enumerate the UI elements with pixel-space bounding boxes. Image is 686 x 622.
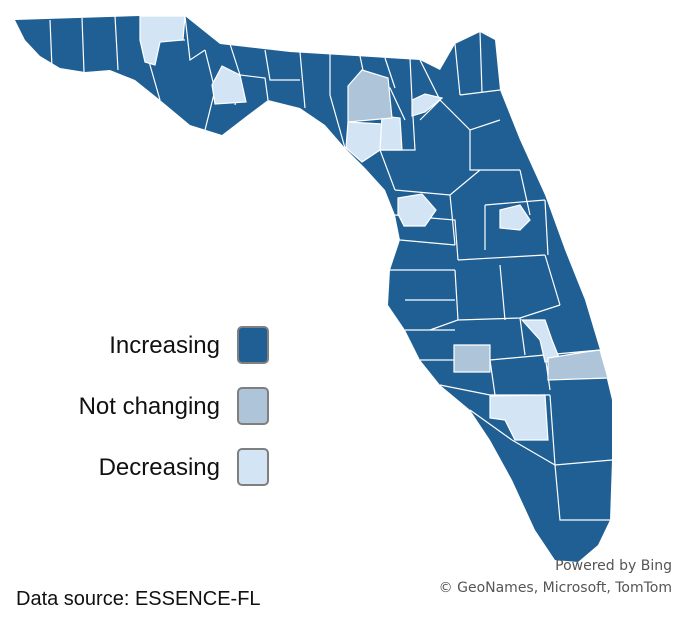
legend-item-not-changing: Not changing	[0, 387, 280, 431]
legend-label-not-changing: Not changing	[78, 393, 220, 420]
decreasing-counties	[139, 15, 561, 441]
county-not-changing	[347, 69, 393, 123]
county-decreasing	[379, 115, 403, 151]
powered-by-bing: Powered by Bing	[555, 558, 672, 574]
legend-label-decreasing: Decreasing	[98, 454, 220, 481]
legend-item-increasing: Increasing	[0, 326, 280, 370]
data-source-note: Data source: ESSENCE-FL	[16, 588, 261, 610]
not-changing-counties	[347, 69, 609, 381]
county-decreasing	[411, 93, 444, 117]
legend-label-increasing: Increasing	[109, 332, 220, 359]
map-copyright: © GeoNames, Microsoft, TomTom	[438, 580, 672, 596]
county-decreasing	[345, 121, 383, 163]
county-decreasing	[397, 193, 437, 227]
county-not-changing	[453, 344, 491, 373]
legend-swatch-increasing	[237, 326, 269, 364]
legend-swatch-decreasing	[237, 448, 269, 486]
county-decreasing	[489, 394, 549, 441]
legend-swatch-not-changing	[237, 387, 269, 425]
county-not-changing	[547, 349, 609, 381]
legend-item-decreasing: Decreasing	[0, 448, 280, 492]
county-decreasing	[139, 15, 186, 66]
florida-state-shape	[15, 16, 612, 562]
county-decreasing	[499, 204, 531, 231]
county-decreasing	[211, 65, 247, 105]
